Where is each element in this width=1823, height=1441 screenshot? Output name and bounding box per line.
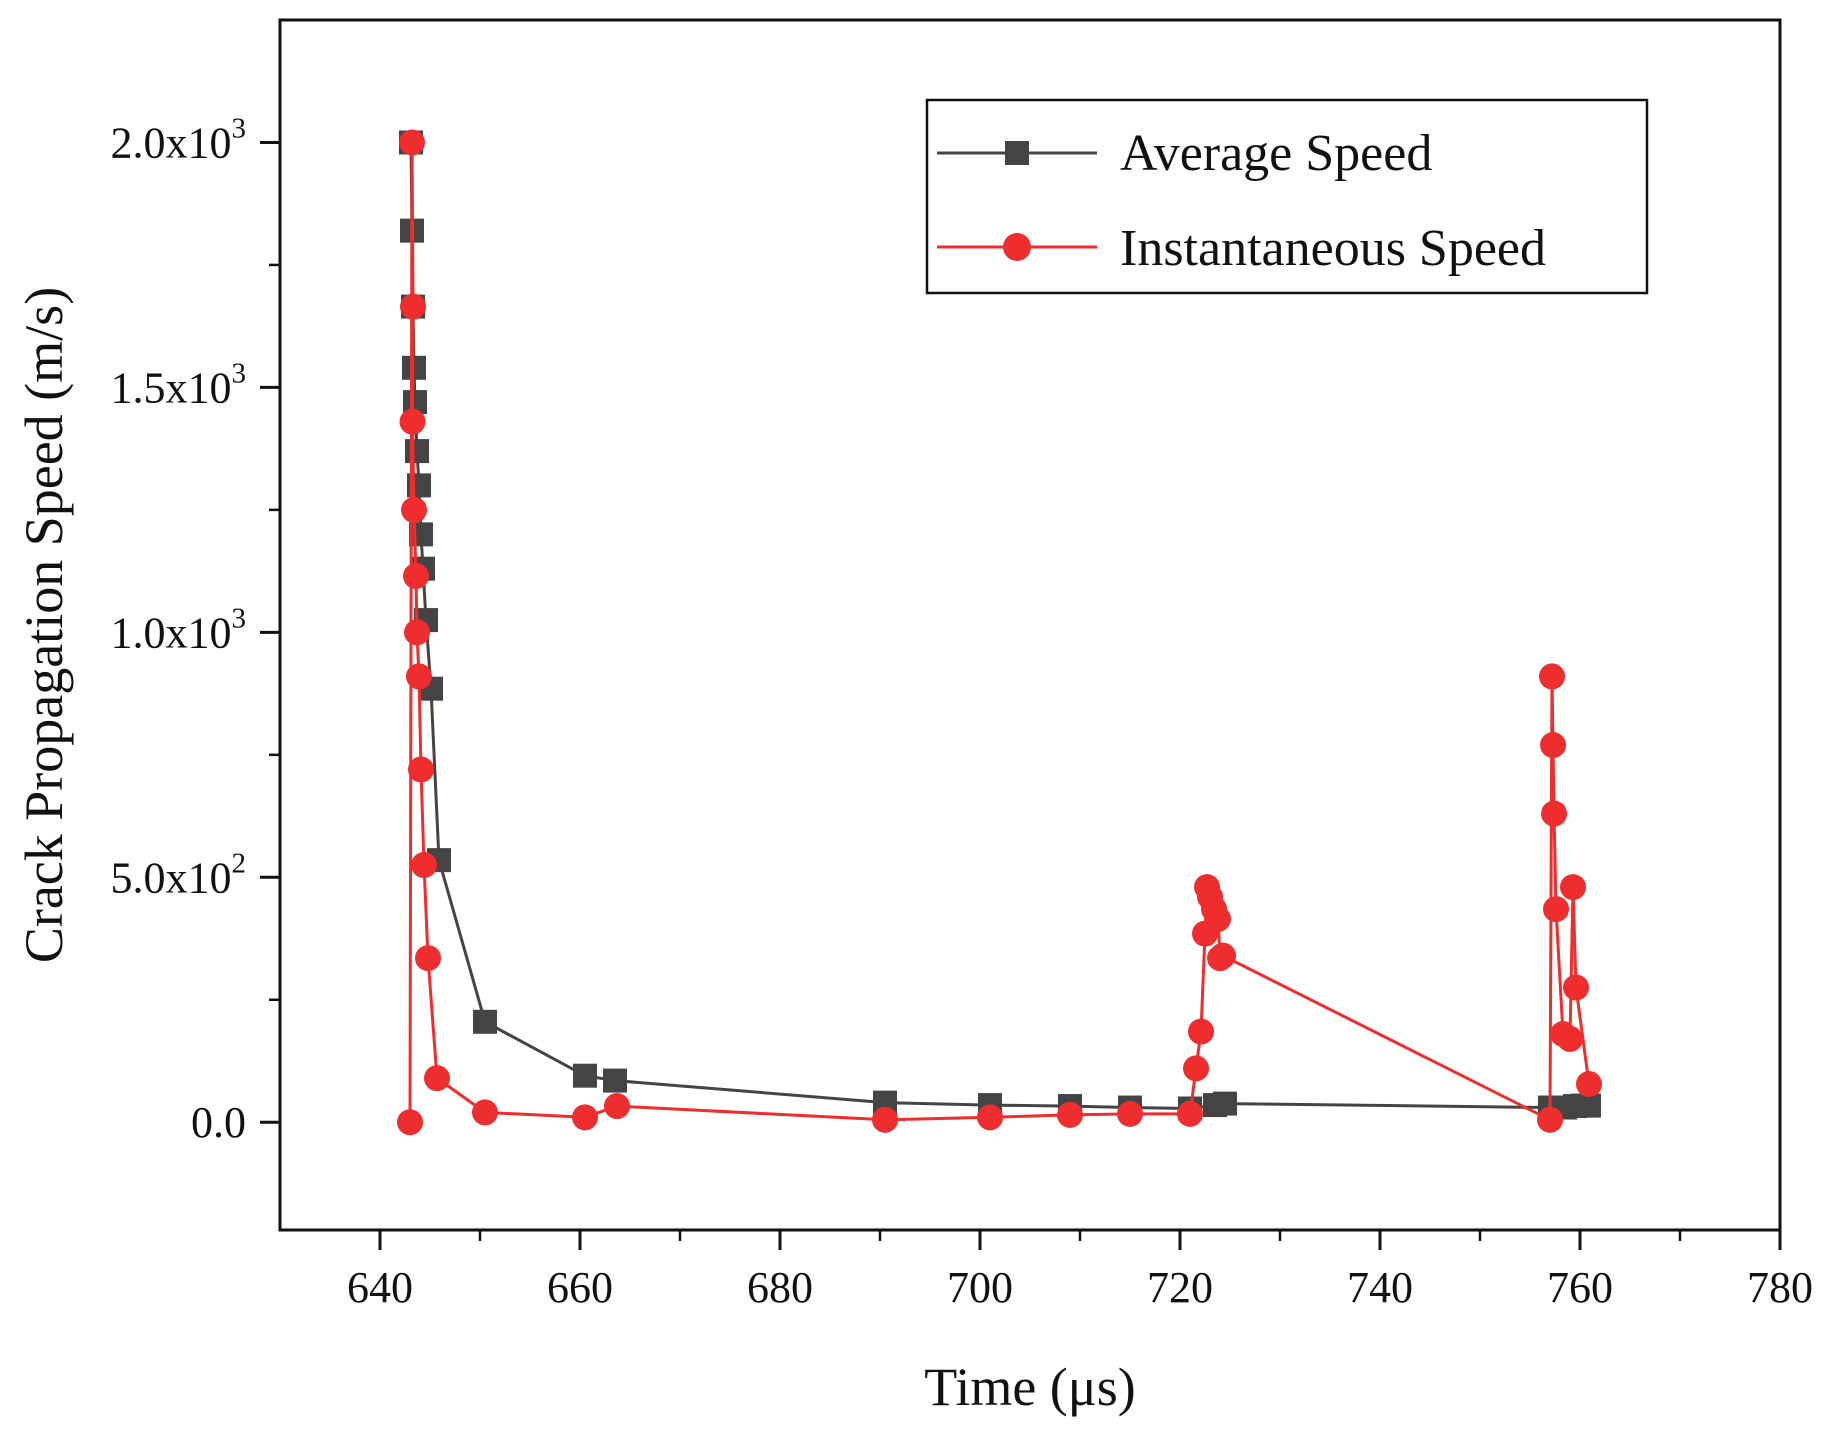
- x-axis-title: Time (μs): [924, 1357, 1136, 1417]
- average-speed-point: [603, 1068, 627, 1093]
- instantaneous-speed-point: [1540, 732, 1566, 759]
- x-tick-label: 680: [747, 1263, 813, 1312]
- y-tick-mantissa: 1.5x10: [111, 363, 232, 412]
- instantaneous-speed-point: [604, 1093, 630, 1120]
- instantaneous-speed-point: [1183, 1055, 1209, 1082]
- y-tick-mantissa: 2.0x10: [111, 118, 232, 167]
- instantaneous-speed-point: [404, 619, 430, 646]
- instantaneous-speed-point: [1557, 1025, 1583, 1052]
- instantaneous-speed-point: [1541, 800, 1567, 827]
- average-speed-point: [1213, 1091, 1237, 1116]
- instantaneous-speed-point: [403, 563, 429, 590]
- legend-average-label: Average Speed: [1120, 125, 1432, 182]
- average-speed-point: [1577, 1093, 1601, 1118]
- instantaneous-speed-point: [424, 1065, 450, 1092]
- y-tick-label: 1.5x103: [111, 357, 247, 412]
- y-tick-label: 1.0x103: [111, 602, 247, 657]
- instantaneous-speed-point: [399, 129, 425, 156]
- instantaneous-speed-point: [1177, 1100, 1203, 1127]
- legend-instantaneous-label: Instantaneous Speed: [1120, 220, 1546, 277]
- legend-average-marker: [1005, 141, 1029, 165]
- average-speed-point: [473, 1009, 497, 1034]
- x-tick-label: 700: [947, 1263, 1013, 1312]
- instantaneous-speed-point: [1539, 663, 1565, 690]
- instantaneous-speed-point: [872, 1106, 898, 1133]
- series-layer: [397, 129, 1602, 1136]
- y-tick-mantissa: 1.0x10: [111, 608, 232, 657]
- x-tick-label: 760: [1547, 1263, 1613, 1312]
- x-axis: 640 660 680 700 720 740 760 780: [347, 1230, 1813, 1312]
- instantaneous-speed-point: [397, 1109, 423, 1136]
- y-tick-mantissa: 5.0x10: [111, 853, 232, 902]
- x-tick-label: 780: [1747, 1263, 1813, 1312]
- instantaneous-speed-point: [1560, 874, 1586, 901]
- instantaneous-speed-point: [977, 1104, 1003, 1131]
- instantaneous-speed-point: [400, 293, 426, 320]
- instantaneous-speed-point: [1205, 905, 1231, 932]
- y-tick-label: 0.0: [191, 1098, 246, 1147]
- x-tick-label: 720: [1147, 1263, 1213, 1312]
- instantaneous-speed-point: [1188, 1018, 1214, 1045]
- average-speed-point: [573, 1063, 597, 1088]
- instantaneous-speed-point: [1576, 1071, 1602, 1098]
- plot-frame: [278, 18, 1782, 1232]
- x-tick-label: 740: [1347, 1263, 1413, 1312]
- average-speed-point: [405, 439, 429, 464]
- legend: Average Speed Instantaneous Speed: [925, 98, 1649, 295]
- y-tick-exponent: 3: [232, 602, 247, 634]
- instantaneous-speed-point: [1537, 1106, 1563, 1133]
- instantaneous-speed-point: [399, 408, 426, 435]
- legend-instantaneous-marker: [1003, 233, 1031, 261]
- y-tick-exponent: 3: [232, 357, 247, 389]
- y-tick-exponent: 3: [232, 112, 247, 144]
- y-axis-title: Crack Propagation Speed (m/s): [14, 287, 74, 963]
- instantaneous-speed-point: [1543, 896, 1569, 923]
- instantaneous-speed-point: [1057, 1101, 1083, 1128]
- y-tick-label: 5.0x102: [111, 847, 247, 902]
- x-tick-label: 660: [547, 1263, 613, 1312]
- instantaneous-speed-point: [415, 945, 441, 972]
- instantaneous-speed-point: [1117, 1100, 1143, 1127]
- y-tick-label: 2.0x103: [111, 112, 247, 167]
- instantaneous-speed-point: [401, 496, 427, 523]
- instantaneous-speed-point: [411, 852, 437, 879]
- instantaneous-speed-point: [1210, 942, 1236, 969]
- instantaneous-speed-point: [572, 1104, 598, 1131]
- x-tick-label: 640: [347, 1263, 413, 1312]
- legend-box: [925, 98, 1649, 295]
- y-tick-mantissa: 0.0: [191, 1098, 246, 1147]
- instantaneous-speed-point: [406, 663, 432, 690]
- instantaneous-speed-point: [1563, 974, 1589, 1001]
- instantaneous-speed-point: [408, 756, 434, 783]
- y-tick-exponent: 2: [232, 847, 247, 879]
- instantaneous-speed-point: [472, 1099, 498, 1126]
